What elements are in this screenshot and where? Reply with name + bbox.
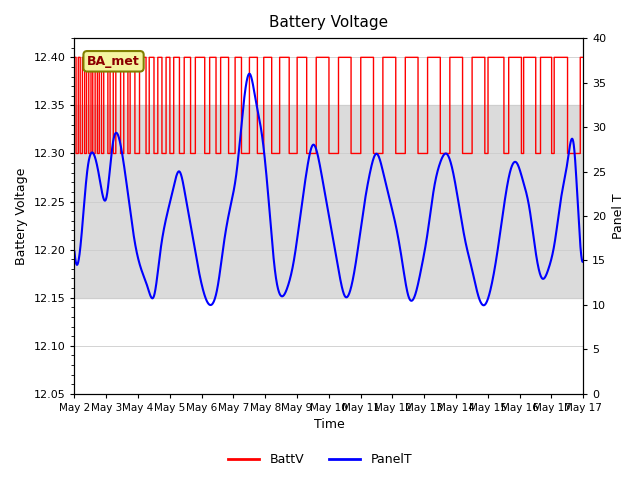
X-axis label: Time: Time [314, 419, 344, 432]
Legend: BattV, PanelT: BattV, PanelT [223, 448, 417, 471]
Title: Battery Voltage: Battery Voltage [269, 15, 388, 30]
Bar [74, 106, 583, 298]
Y-axis label: Battery Voltage: Battery Voltage [15, 167, 28, 264]
Text: BA_met: BA_met [87, 55, 140, 68]
Y-axis label: Panel T: Panel T [612, 193, 625, 239]
